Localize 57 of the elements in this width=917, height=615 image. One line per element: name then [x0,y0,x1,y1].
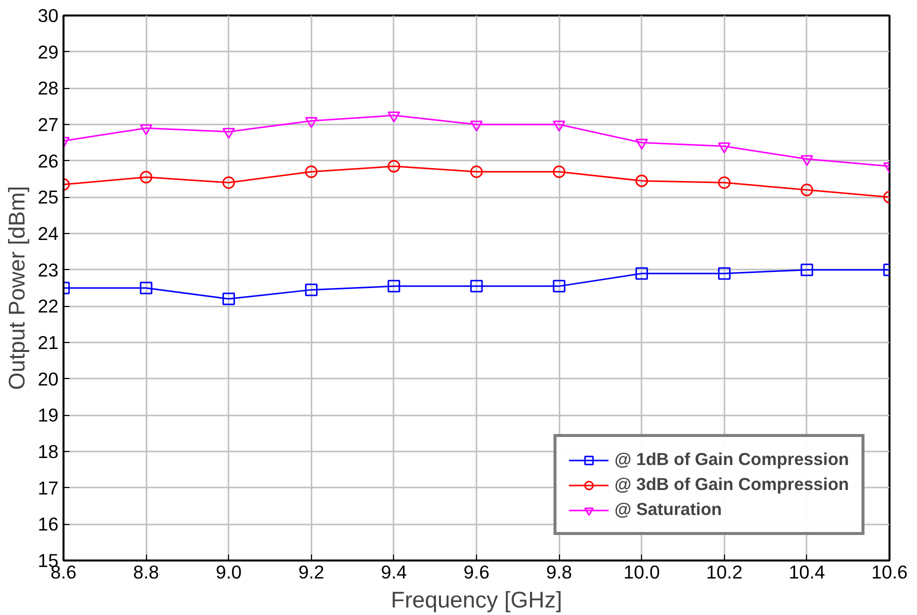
x-tick-label: 9.6 [464,562,490,582]
point [305,284,318,296]
y-tick-label: 24 [38,223,59,244]
point [222,292,235,306]
y-tick-label: 29 [38,41,59,62]
point [305,165,318,178]
x-tick-label: 8.8 [133,562,160,582]
point [305,116,318,128]
point [470,120,483,132]
y-tick-label: 25 [38,186,59,208]
point [470,280,483,292]
point [635,267,648,280]
legend-label: @ 3dB of Gain Compression [614,474,849,495]
x-tick-label: 10.2 [706,562,742,582]
x-tick-label: 9.0 [216,562,242,582]
point [388,160,400,173]
y-tick-label: 17 [38,477,59,498]
y-tick-label: 30 [38,5,59,26]
legend-label: @ 1dB of Gain Compression [614,449,849,470]
point [718,142,731,154]
point [470,165,483,178]
point [800,184,814,196]
point [140,282,152,294]
point [140,170,152,184]
y-tick-label: 27 [38,114,59,135]
y-tick-label: 26 [38,150,59,172]
point [718,267,731,280]
point [552,280,566,292]
point [800,264,814,276]
point [552,120,566,132]
x-tick-label: 10.6 [871,562,908,582]
y-tick-label: 23 [38,259,59,280]
point [718,176,731,189]
point [222,176,235,189]
x-tick-label: 10.0 [624,562,660,582]
point [140,124,152,136]
point [800,155,814,166]
x-tick-label: 9.4 [380,562,407,582]
x-tick-label: 9.8 [546,562,572,582]
y-tick-label: 19 [38,404,59,426]
y-tick-label: 21 [38,332,59,353]
x-axis-title: Frequency [GHz] [390,586,562,612]
point [635,138,648,150]
point [635,174,648,188]
x-tick-label: 10.4 [788,562,826,582]
y-axis-title: Output Power [dBm] [4,186,30,390]
point [222,128,235,139]
point [552,165,566,178]
y-tick-label: 16 [38,514,59,535]
point [388,111,400,123]
y-tick-label: 18 [38,441,59,462]
x-tick-label: 9.2 [298,562,324,582]
legend-label: @ Saturation [614,499,722,520]
point [388,280,400,292]
y-tick-label: 22 [38,296,59,317]
y-tick-label: 28 [38,78,59,99]
y-tick-label: 20 [38,368,59,390]
